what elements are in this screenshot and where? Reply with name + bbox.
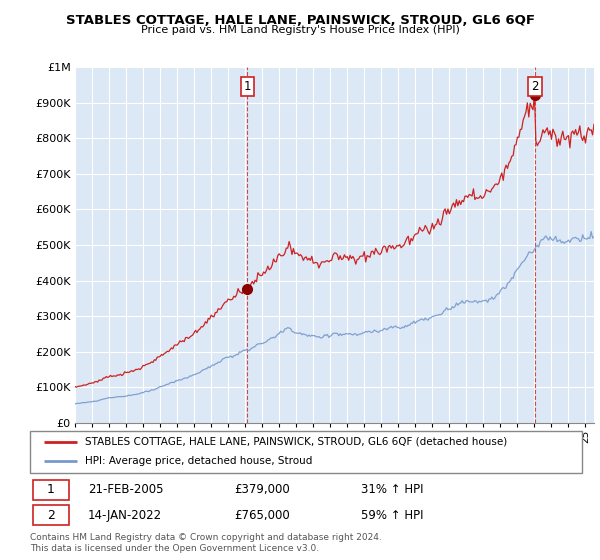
- Text: Price paid vs. HM Land Registry's House Price Index (HPI): Price paid vs. HM Land Registry's House …: [140, 25, 460, 35]
- Text: 1: 1: [244, 80, 251, 92]
- Text: 59% ↑ HPI: 59% ↑ HPI: [361, 509, 424, 522]
- FancyBboxPatch shape: [33, 505, 68, 525]
- Text: 2: 2: [532, 80, 539, 92]
- Text: 1: 1: [47, 483, 55, 496]
- Text: 21-FEB-2005: 21-FEB-2005: [88, 483, 163, 496]
- Text: 2: 2: [47, 509, 55, 522]
- Text: Contains HM Land Registry data © Crown copyright and database right 2024.
This d: Contains HM Land Registry data © Crown c…: [30, 533, 382, 553]
- FancyBboxPatch shape: [30, 431, 582, 473]
- Text: 31% ↑ HPI: 31% ↑ HPI: [361, 483, 424, 496]
- Text: £379,000: £379,000: [234, 483, 290, 496]
- Text: 14-JAN-2022: 14-JAN-2022: [88, 509, 162, 522]
- FancyBboxPatch shape: [33, 480, 68, 500]
- Text: STABLES COTTAGE, HALE LANE, PAINSWICK, STROUD, GL6 6QF: STABLES COTTAGE, HALE LANE, PAINSWICK, S…: [65, 14, 535, 27]
- Text: £765,000: £765,000: [234, 509, 290, 522]
- Text: STABLES COTTAGE, HALE LANE, PAINSWICK, STROUD, GL6 6QF (detached house): STABLES COTTAGE, HALE LANE, PAINSWICK, S…: [85, 437, 508, 447]
- Text: HPI: Average price, detached house, Stroud: HPI: Average price, detached house, Stro…: [85, 456, 313, 466]
